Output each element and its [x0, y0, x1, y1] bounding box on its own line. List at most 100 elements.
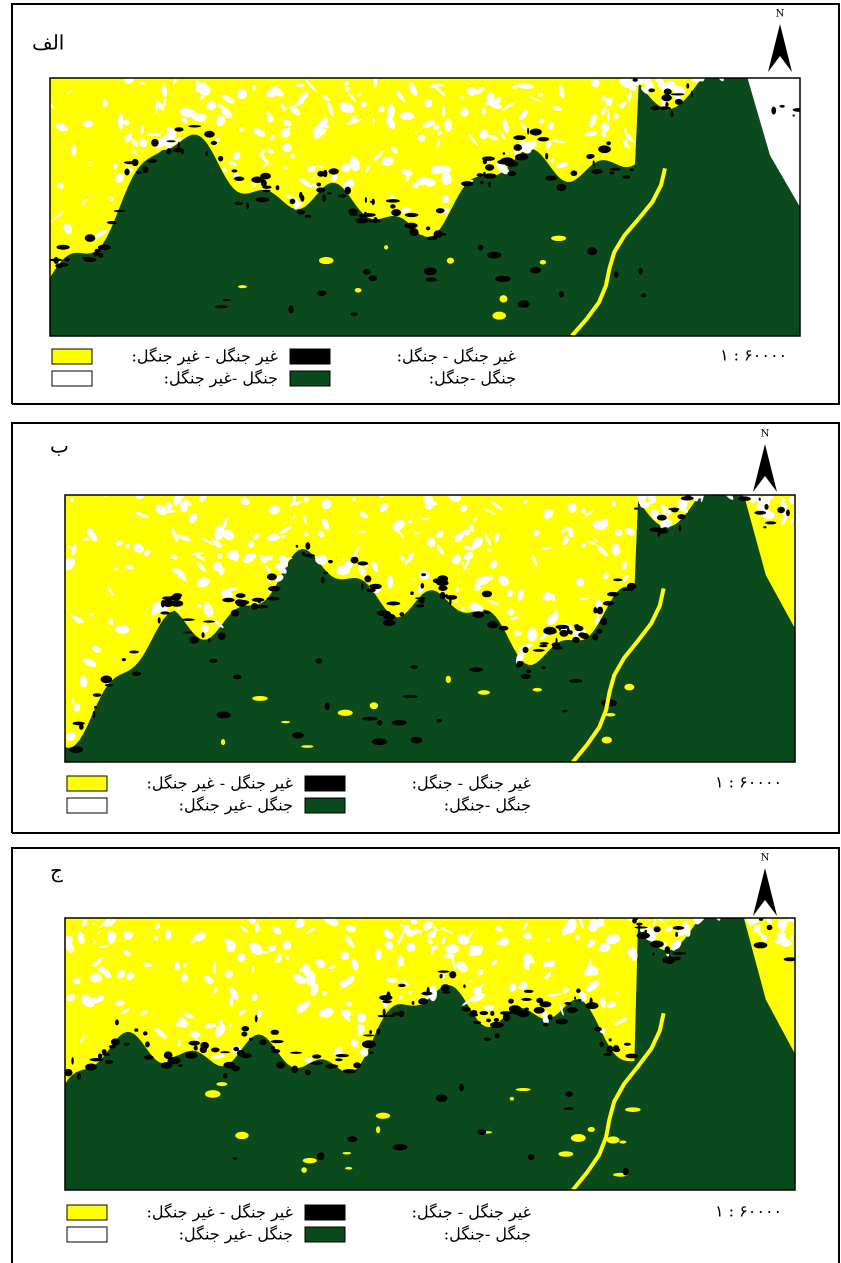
change-patch [290, 1052, 302, 1054]
change-patch [668, 508, 679, 511]
change-patch [85, 234, 96, 242]
change-patch [379, 995, 392, 1000]
change-patch [302, 552, 306, 556]
change-patch [205, 151, 208, 156]
north-label: N [776, 9, 785, 20]
legend-swatch [305, 1227, 345, 1242]
change-patch [355, 288, 362, 293]
change-patch [338, 710, 353, 716]
change-patch [712, 905, 722, 909]
change-patch [588, 1127, 595, 1132]
change-patch [606, 141, 611, 145]
change-patch [259, 1039, 266, 1045]
change-patch [723, 477, 732, 483]
change-patch [205, 1090, 221, 1098]
change-patch [443, 233, 447, 235]
change-patch [220, 1051, 230, 1053]
change-patch [321, 577, 325, 583]
change-patch [364, 575, 371, 582]
change-patch [147, 159, 157, 163]
change-patch [725, 483, 728, 489]
change-patch [233, 675, 242, 680]
change-patch [349, 212, 358, 216]
change-patch [234, 202, 243, 205]
change-patch [404, 223, 417, 229]
legend-label: جنگل -غیر جنگل: [179, 1225, 293, 1244]
change-patch [249, 1038, 253, 1041]
change-patch [670, 111, 673, 118]
change-patch [490, 1011, 494, 1016]
change-patch [587, 154, 594, 158]
change-patch [738, 496, 750, 501]
change-patch [720, 56, 734, 62]
change-patch [463, 984, 466, 988]
change-patch [79, 724, 84, 730]
change-patch [124, 168, 129, 175]
change-patch [281, 721, 290, 723]
change-patch [566, 920, 574, 934]
change-patch [734, 909, 742, 917]
change-patch [524, 990, 534, 993]
change-patch [512, 1010, 524, 1015]
change-patch [362, 717, 377, 721]
change-patch [296, 545, 299, 548]
change-patch [208, 638, 211, 642]
change-patch [603, 1053, 612, 1056]
change-patch [189, 636, 199, 643]
change-patch [477, 1129, 486, 1135]
change-patch [392, 1012, 402, 1015]
change-patch [166, 148, 171, 154]
change-patch [614, 271, 618, 278]
change-patch [657, 515, 667, 521]
change-patch [251, 177, 263, 183]
change-patch [442, 991, 450, 994]
change-patch [494, 1033, 499, 1038]
change-patch [741, 64, 753, 75]
change-patch [386, 602, 400, 606]
change-patch [523, 647, 529, 653]
legend-swatch [67, 798, 107, 813]
change-patch [292, 732, 304, 738]
change-patch [779, 105, 784, 108]
change-patch [793, 114, 795, 116]
change-patch [564, 1107, 574, 1110]
change-patch [739, 69, 745, 79]
change-patch [111, 1038, 120, 1045]
change-patch [188, 125, 201, 127]
change-patch [266, 597, 279, 601]
change-patch [593, 160, 595, 166]
change-patch [94, 706, 97, 709]
change-patch [256, 197, 270, 202]
change-patch [591, 169, 602, 174]
change-patch [490, 1022, 504, 1028]
change-patch [733, 905, 746, 918]
change-patch [605, 713, 615, 716]
change-patch [632, 919, 637, 924]
change-patch [276, 1062, 285, 1069]
change-patch [370, 702, 378, 709]
change-patch [516, 662, 519, 668]
change-patch [369, 1030, 372, 1034]
change-patch [252, 598, 264, 602]
change-patch [182, 618, 195, 621]
change-patch [166, 140, 175, 142]
change-patch [567, 1007, 578, 1013]
change-patch [419, 231, 425, 235]
change-patch [634, 926, 647, 928]
change-patch [754, 942, 768, 948]
change-patch [241, 1026, 249, 1031]
change-patch [268, 586, 280, 592]
change-patch [369, 1051, 374, 1054]
change-patch [734, 474, 744, 478]
change-patch [592, 634, 598, 641]
change-patch [664, 956, 675, 964]
change-patch [576, 989, 581, 993]
change-patch [696, 64, 705, 67]
change-patch [619, 1140, 626, 1143]
change-patch [251, 603, 258, 610]
change-patch [209, 659, 217, 663]
change-patch [369, 275, 377, 281]
change-patch [686, 83, 689, 89]
change-patch [786, 509, 790, 516]
change-patch [469, 1013, 478, 1017]
